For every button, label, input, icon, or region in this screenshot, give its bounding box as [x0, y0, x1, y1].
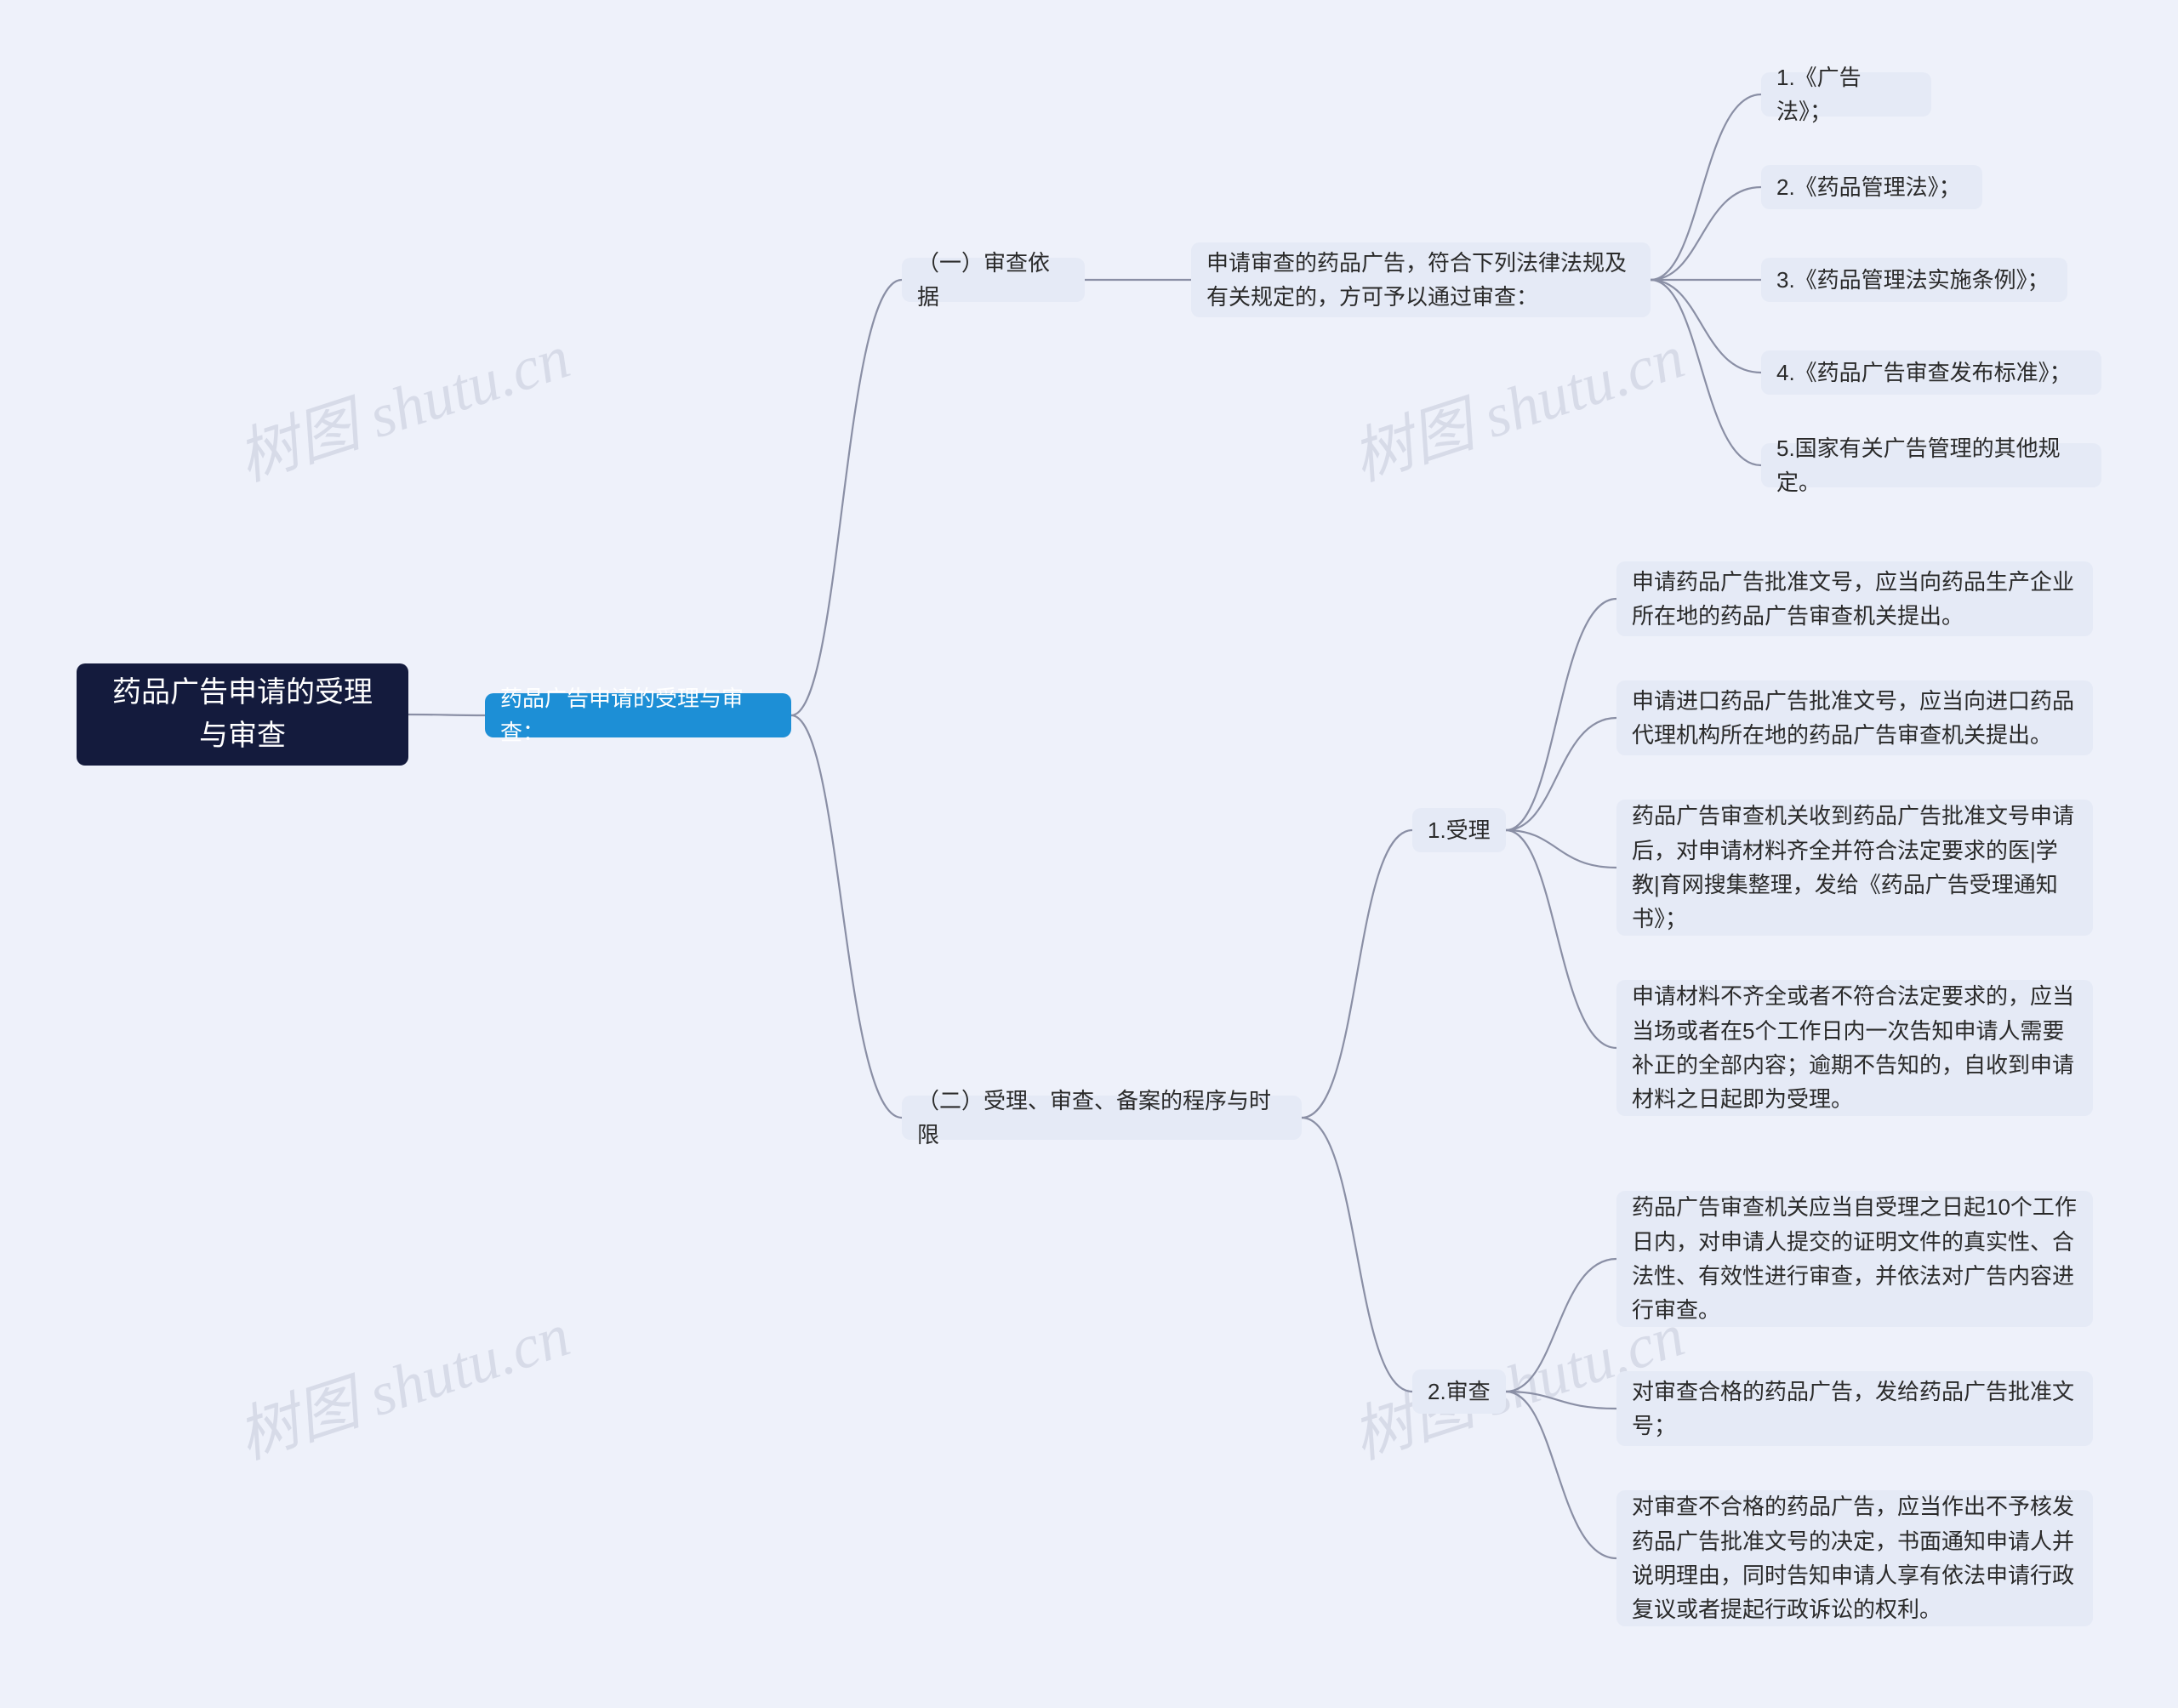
branchB-sub1-leaf[interactable]: 申请材料不齐全或者不符合法定要求的，应当当场或者在5个工作日内一次告知申请人需要…	[1616, 980, 2093, 1116]
watermark: 树图 shutu.cn	[225, 306, 579, 498]
branchB-sub1-label[interactable]: 1.受理	[1412, 808, 1506, 852]
branchA-label-text: （一）审查依据	[917, 246, 1069, 315]
branchB-sub1-leaf[interactable]: 申请进口药品广告批准文号，应当向进口药品代理机构所在地的药品广告审查机关提出。	[1616, 680, 2093, 755]
leaf-text: 药品广告审查机关收到药品广告批准文号申请后，对申请材料齐全并符合法定要求的医|学…	[1632, 799, 2078, 936]
sub1-label-text: 1.受理	[1428, 813, 1491, 847]
leaf-text: 2.《药品管理法》；	[1776, 170, 1961, 204]
leaf-text: 3.《药品管理法实施条例》；	[1776, 263, 2050, 297]
branchB-sub2-leaf[interactable]: 对审查合格的药品广告，发给药品广告批准文号；	[1616, 1371, 2093, 1446]
branchA-label[interactable]: （一）审查依据	[902, 258, 1085, 302]
leaf-text: 5.国家有关广告管理的其他规定。	[1776, 431, 2086, 500]
level1-text: 药品广告申请的受理与审查：	[500, 681, 776, 750]
branchA-leaf[interactable]: 3.《药品管理法实施条例》；	[1761, 258, 2067, 302]
sub2-label-text: 2.审查	[1428, 1375, 1491, 1409]
leaf-text: 申请药品广告批准文号，应当向药品生产企业所在地的药品广告审查机关提出。	[1632, 565, 2078, 634]
level1-node[interactable]: 药品广告申请的受理与审查：	[485, 693, 791, 737]
branchA-leaf[interactable]: 4.《药品广告审查发布标准》；	[1761, 350, 2101, 395]
watermark: 树图 shutu.cn	[225, 1284, 579, 1476]
leaf-text: 对审查合格的药品广告，发给药品广告批准文号；	[1632, 1375, 2078, 1443]
branchB-label[interactable]: （二）受理、审查、备案的程序与时限	[902, 1096, 1302, 1140]
leaf-text: 1.《广告法》；	[1776, 60, 1916, 129]
branchA-leaf[interactable]: 2.《药品管理法》；	[1761, 165, 1982, 209]
root-text: 药品广告申请的受理与审查	[100, 671, 385, 758]
branchB-label-text: （二）受理、审查、备案的程序与时限	[917, 1084, 1286, 1153]
branchB-sub2-leaf[interactable]: 对审查不合格的药品广告，应当作出不予核发药品广告批准文号的决定，书面通知申请人并…	[1616, 1490, 2093, 1626]
leaf-text: 申请进口药品广告批准文号，应当向进口药品代理机构所在地的药品广告审查机关提出。	[1632, 684, 2078, 753]
branchB-sub1-leaf[interactable]: 申请药品广告批准文号，应当向药品生产企业所在地的药品广告审查机关提出。	[1616, 561, 2093, 636]
root-node[interactable]: 药品广告申请的受理与审查	[77, 663, 408, 766]
branchB-sub2-label[interactable]: 2.审查	[1412, 1369, 1506, 1414]
branchA-mid-text: 申请审查的药品广告，符合下列法律法规及有关规定的，方可予以通过审查：	[1206, 246, 1635, 315]
branchA-leaf[interactable]: 5.国家有关广告管理的其他规定。	[1761, 443, 2101, 487]
branchB-sub2-leaf[interactable]: 药品广告审查机关应当自受理之日起10个工作日内，对申请人提交的证明文件的真实性、…	[1616, 1191, 2093, 1327]
leaf-text: 申请材料不齐全或者不符合法定要求的，应当当场或者在5个工作日内一次告知申请人需要…	[1632, 979, 2078, 1116]
leaf-text: 对审查不合格的药品广告，应当作出不予核发药品广告批准文号的决定，书面通知申请人并…	[1632, 1489, 2078, 1626]
branchB-sub1-leaf[interactable]: 药品广告审查机关收到药品广告批准文号申请后，对申请材料齐全并符合法定要求的医|学…	[1616, 800, 2093, 936]
branchA-mid[interactable]: 申请审查的药品广告，符合下列法律法规及有关规定的，方可予以通过审查：	[1191, 242, 1651, 317]
branchA-leaf[interactable]: 1.《广告法》；	[1761, 72, 1931, 117]
leaf-text: 4.《药品广告审查发布标准》；	[1776, 356, 2072, 390]
leaf-text: 药品广告审查机关应当自受理之日起10个工作日内，对申请人提交的证明文件的真实性、…	[1632, 1190, 2078, 1327]
watermark: 树图 shutu.cn	[1339, 306, 1694, 498]
